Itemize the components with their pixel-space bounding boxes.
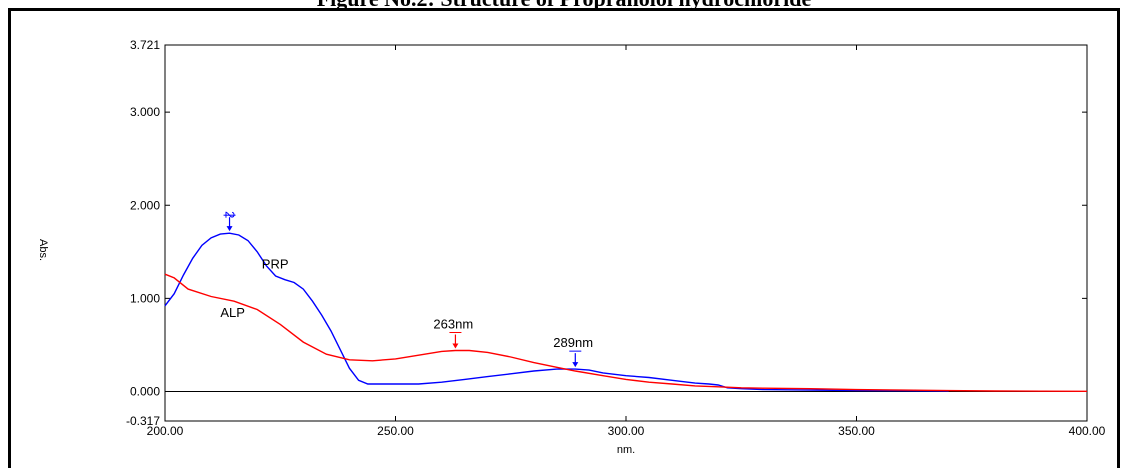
y-tick-label: 3.721	[130, 38, 160, 52]
figure-frame	[8, 8, 1120, 468]
plot-area-border	[164, 44, 1088, 422]
figure-caption: Figure No.2: Structure of Propranolol hy…	[0, 0, 1128, 12]
peak-label: 263nm	[433, 317, 473, 332]
x-tick-label: 400.00	[1069, 424, 1106, 438]
annotation-layer: 2 263nm 289nm PRP ALP	[220, 211, 593, 368]
y-tick-label: 1.000	[130, 291, 160, 305]
x-axis-label: nm.	[617, 444, 635, 456]
curve-label-alp: ALP	[220, 305, 245, 320]
x-tick-label: 250.00	[377, 424, 414, 438]
series-line-prp	[164, 232, 949, 392]
y-tick-label: 0.000	[130, 384, 160, 398]
x-tick-label: 300.00	[608, 424, 645, 438]
peak-arrow-head	[226, 226, 233, 232]
peak-label: 2	[223, 211, 238, 218]
peak-label: 289nm	[553, 335, 593, 350]
y-tick-label: -0.317	[126, 414, 160, 428]
y-axis-label: Abs.	[37, 239, 49, 261]
y-tick-label: 2.000	[130, 198, 160, 212]
x-tick-label: 200.00	[147, 424, 184, 438]
x-tick-label: 350.00	[838, 424, 875, 438]
y-tick-label: 3.000	[130, 105, 160, 119]
peak-arrow-head	[572, 362, 579, 368]
curve-label-prp: PRP	[262, 257, 289, 272]
series-layer	[164, 232, 1088, 392]
peak-arrow-head	[452, 343, 459, 349]
series-line-alp	[164, 273, 1088, 392]
